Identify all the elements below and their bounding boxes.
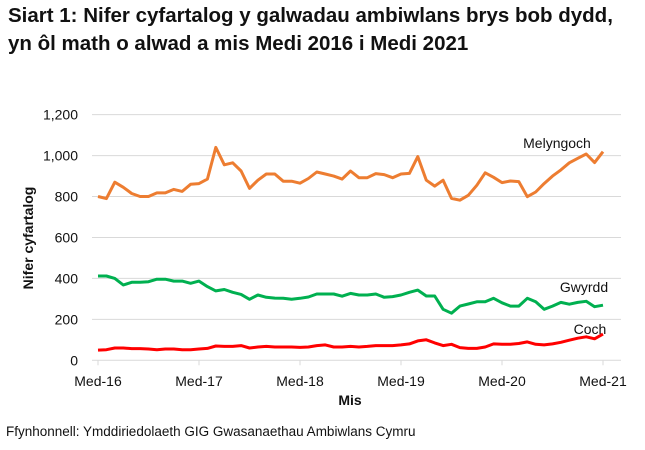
series-line-melyngoch bbox=[97, 145, 605, 202]
x-axis-title: Mis bbox=[338, 392, 362, 408]
x-tick-label: Med-19 bbox=[377, 373, 425, 389]
series-label: Melyngoch bbox=[523, 135, 591, 151]
series-line-coch bbox=[97, 332, 604, 352]
x-tick-label: Med-16 bbox=[74, 373, 122, 389]
y-tick-label: 200 bbox=[55, 311, 79, 327]
series-label: Gwyrdd bbox=[560, 279, 608, 295]
chart-title: Siart 1: Nifer cyfartalog y galwadau amb… bbox=[8, 4, 613, 55]
y-tick-label: 800 bbox=[55, 189, 79, 205]
x-tick-label: Med-21 bbox=[579, 373, 627, 389]
x-tick-label: Med-20 bbox=[478, 373, 526, 389]
y-tick-label: 400 bbox=[55, 270, 79, 286]
x-tick-label: Med-17 bbox=[175, 373, 223, 389]
y-tick-label: 0 bbox=[70, 352, 78, 368]
y-tick-label: 1,200 bbox=[43, 107, 78, 123]
y-tick-label: 1,000 bbox=[43, 148, 78, 164]
series-label: Coch bbox=[574, 321, 607, 337]
y-axis-title: Nifer cyfartalog bbox=[20, 187, 36, 290]
series-line-gwyrdd bbox=[98, 274, 604, 315]
x-tick-label: Med-18 bbox=[276, 373, 324, 389]
source-note: Ffynhonnell: Ymddiriedolaeth GIG Gwasana… bbox=[6, 424, 416, 439]
y-tick-label: 600 bbox=[55, 229, 79, 245]
